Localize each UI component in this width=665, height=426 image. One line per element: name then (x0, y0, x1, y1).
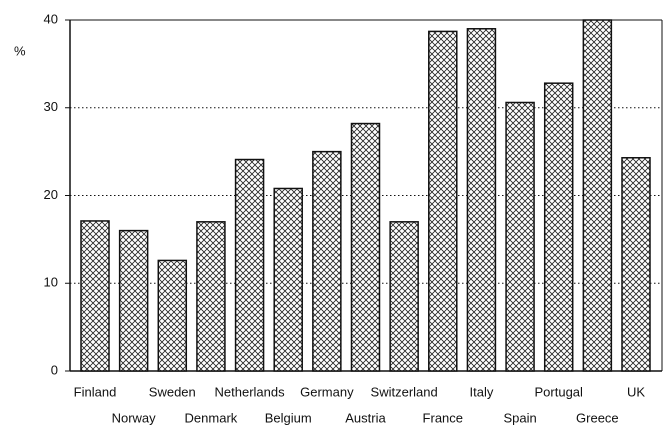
bar (312, 150, 342, 372)
y-tick-label: 40 (44, 11, 58, 26)
x-tick-label: Portugal (535, 384, 584, 399)
x-tick-label: Denmark (185, 410, 238, 425)
x-tick-label: Sweden (149, 384, 196, 399)
y-axis-label: % (14, 43, 26, 58)
x-tick-label: Greece (576, 410, 619, 425)
bar (466, 28, 497, 372)
x-tick-label: Belgium (265, 410, 312, 425)
bar (389, 221, 419, 372)
bar (428, 30, 458, 372)
bar (621, 157, 651, 372)
bar (157, 259, 188, 372)
x-tick-label: Switzerland (371, 384, 438, 399)
x-tick-label: Germany (300, 384, 354, 399)
x-tick-label: Italy (470, 384, 494, 399)
x-tick-label: Netherlands (215, 384, 286, 399)
x-tick-label: Finland (74, 384, 117, 399)
bar (350, 122, 381, 372)
x-tick-label: Austria (345, 410, 386, 425)
x-tick-label: Spain (503, 410, 536, 425)
bar (582, 19, 613, 372)
bar (273, 187, 303, 372)
bar (234, 158, 265, 372)
y-tick-label: 0 (51, 362, 58, 377)
y-tick-label: 30 (44, 99, 58, 114)
x-tick-label: UK (627, 384, 645, 399)
bar (118, 229, 149, 372)
x-tick-label: Norway (112, 410, 157, 425)
bar (196, 221, 226, 372)
bar (543, 82, 574, 372)
y-tick-label: 20 (44, 187, 58, 202)
y-tick-label: 10 (44, 275, 58, 290)
bar (505, 101, 535, 372)
bar (80, 220, 110, 372)
x-tick-label: France (423, 410, 463, 425)
